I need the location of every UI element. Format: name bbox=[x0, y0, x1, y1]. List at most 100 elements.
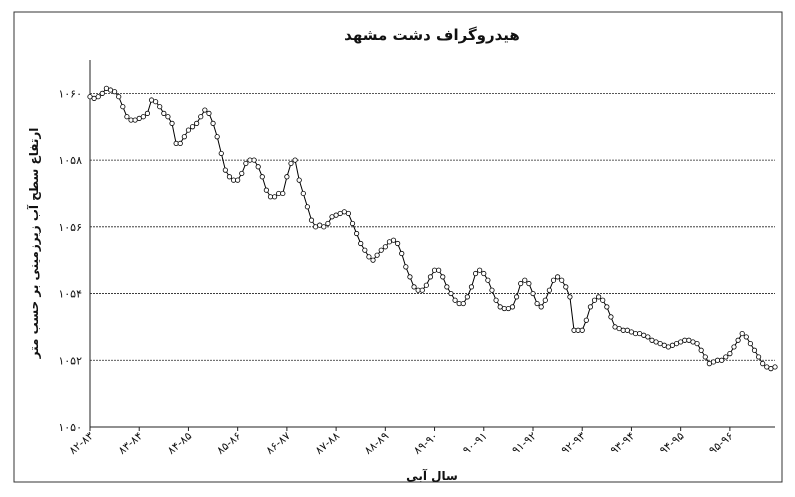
data-point bbox=[523, 278, 527, 282]
data-point bbox=[510, 305, 514, 309]
chart: هیدروگراف دشت مشهد ارتفاع سطح آب زیرزمین… bbox=[0, 0, 795, 497]
data-point bbox=[305, 205, 309, 209]
data-point bbox=[178, 141, 182, 145]
data-point bbox=[424, 283, 428, 287]
data-point bbox=[96, 95, 100, 99]
data-point bbox=[703, 355, 707, 359]
data-point bbox=[215, 135, 219, 139]
data-point bbox=[539, 305, 543, 309]
data-point bbox=[260, 175, 264, 179]
data-point bbox=[461, 301, 465, 305]
data-point bbox=[141, 115, 145, 119]
data-point bbox=[428, 275, 432, 279]
y-tick-label: ۱۰۵۸ bbox=[58, 154, 82, 167]
data-point bbox=[453, 298, 457, 302]
data-point bbox=[605, 305, 609, 309]
data-point bbox=[285, 175, 289, 179]
data-point bbox=[445, 285, 449, 289]
y-axis-title: ارتفاع سطح آب زیرزمینی بر حسب متر bbox=[26, 128, 41, 360]
data-point bbox=[117, 95, 121, 99]
data-point bbox=[326, 221, 330, 225]
data-point bbox=[125, 115, 129, 119]
data-point bbox=[486, 278, 490, 282]
data-point bbox=[166, 115, 170, 119]
y-tick-label: ۱۰۵۶ bbox=[58, 221, 82, 234]
data-point bbox=[272, 195, 276, 199]
data-point bbox=[527, 281, 531, 285]
data-point bbox=[490, 288, 494, 292]
data-point bbox=[186, 128, 190, 132]
data-point bbox=[182, 135, 186, 139]
data-point bbox=[724, 355, 728, 359]
data-point bbox=[551, 278, 555, 282]
data-point bbox=[760, 361, 764, 365]
data-point bbox=[383, 245, 387, 249]
data-point bbox=[584, 318, 588, 322]
data-point bbox=[367, 255, 371, 259]
data-point bbox=[420, 288, 424, 292]
data-point bbox=[596, 295, 600, 299]
data-point bbox=[112, 89, 116, 93]
data-point bbox=[346, 211, 350, 215]
data-point bbox=[145, 111, 149, 115]
y-tick-label: ۱۰۵۲ bbox=[58, 354, 82, 367]
data-point bbox=[494, 298, 498, 302]
x-axis-title: سال آبی bbox=[406, 468, 458, 483]
data-point bbox=[473, 271, 477, 275]
data-point bbox=[465, 295, 469, 299]
data-point bbox=[535, 301, 539, 305]
data-point bbox=[748, 341, 752, 345]
data-point bbox=[412, 285, 416, 289]
data-point bbox=[264, 188, 268, 192]
data-point bbox=[391, 238, 395, 242]
data-point bbox=[560, 278, 564, 282]
data-point bbox=[404, 265, 408, 269]
data-point bbox=[580, 328, 584, 332]
data-point bbox=[190, 125, 194, 129]
data-point bbox=[436, 268, 440, 272]
data-point bbox=[223, 168, 227, 172]
data-point bbox=[211, 121, 215, 125]
data-point bbox=[322, 225, 326, 229]
data-point bbox=[744, 335, 748, 339]
data-point bbox=[309, 218, 313, 222]
chart-frame bbox=[14, 12, 782, 482]
data-point bbox=[252, 158, 256, 162]
data-point bbox=[547, 288, 551, 292]
data-point bbox=[354, 231, 358, 235]
data-point bbox=[293, 158, 297, 162]
data-point bbox=[543, 298, 547, 302]
data-point bbox=[531, 291, 535, 295]
data-point bbox=[756, 355, 760, 359]
data-point bbox=[379, 248, 383, 252]
data-point bbox=[256, 165, 260, 169]
data-point bbox=[235, 178, 239, 182]
data-point bbox=[719, 358, 723, 362]
data-point bbox=[363, 248, 367, 252]
y-tick-label: ۱۰۵۴ bbox=[58, 288, 82, 301]
data-point bbox=[350, 221, 354, 225]
data-point bbox=[100, 91, 104, 95]
data-point bbox=[227, 175, 231, 179]
data-point bbox=[728, 351, 732, 355]
data-point bbox=[153, 100, 157, 104]
data-point bbox=[732, 345, 736, 349]
data-point bbox=[207, 111, 211, 115]
data-point bbox=[194, 121, 198, 125]
data-point bbox=[699, 348, 703, 352]
data-point bbox=[564, 285, 568, 289]
data-point bbox=[752, 348, 756, 352]
data-point bbox=[281, 191, 285, 195]
data-point bbox=[441, 275, 445, 279]
data-point bbox=[170, 121, 174, 125]
data-point bbox=[359, 241, 363, 245]
data-point bbox=[408, 275, 412, 279]
data-point bbox=[240, 171, 244, 175]
data-point bbox=[740, 331, 744, 335]
data-point bbox=[469, 285, 473, 289]
data-point bbox=[477, 268, 481, 272]
data-point bbox=[482, 271, 486, 275]
data-point bbox=[158, 105, 162, 109]
data-point bbox=[162, 111, 166, 115]
data-point bbox=[121, 105, 125, 109]
